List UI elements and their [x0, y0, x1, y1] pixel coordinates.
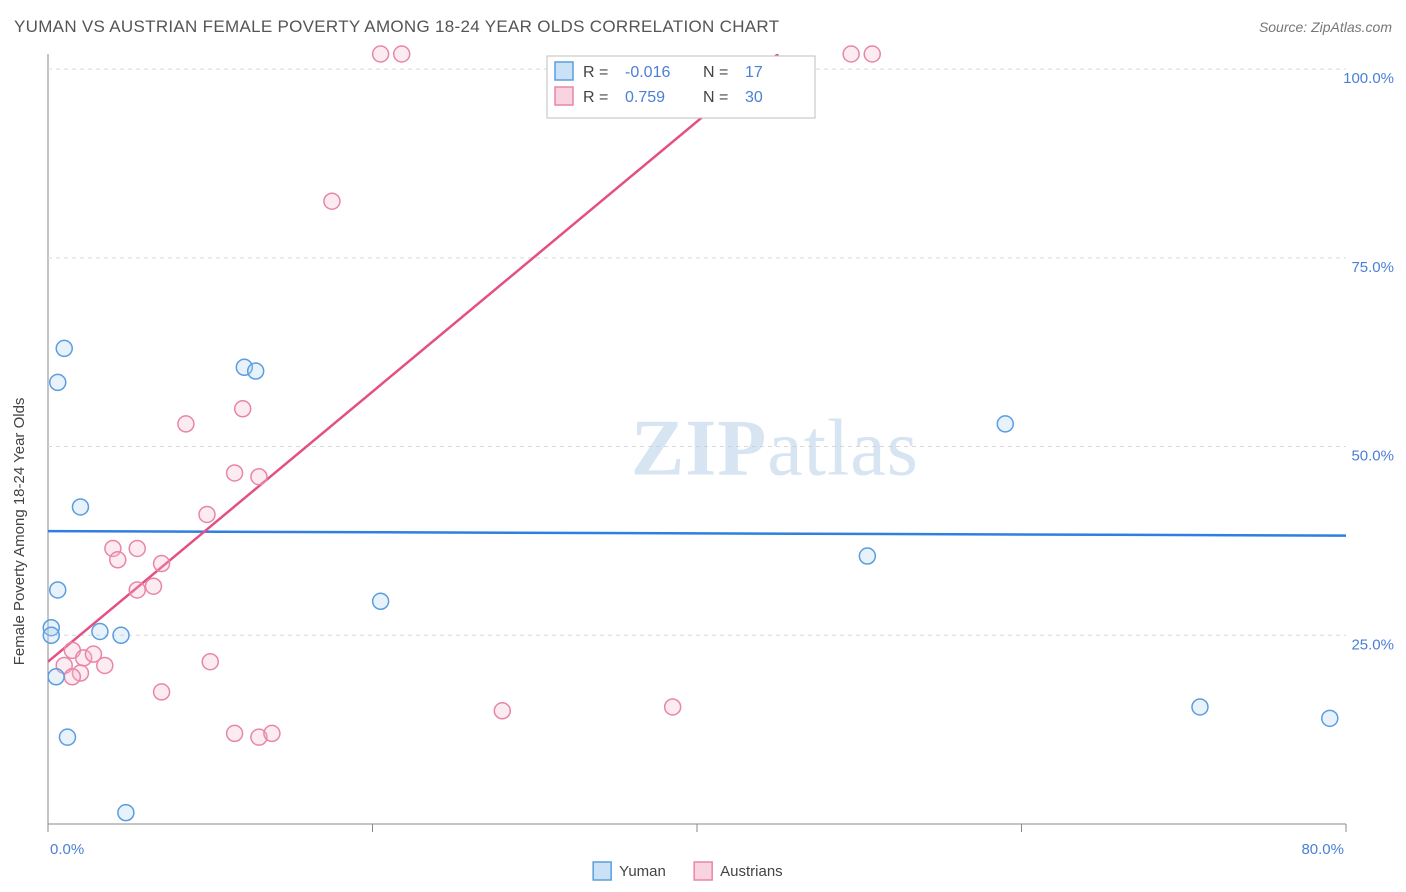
y-tick-label: 25.0%	[1351, 636, 1394, 653]
data-point	[118, 805, 134, 821]
data-point	[665, 699, 681, 715]
legend-swatch	[555, 87, 573, 105]
legend-swatch	[555, 62, 573, 80]
data-point	[324, 193, 340, 209]
legend-n-label: N =	[703, 89, 728, 106]
data-point	[373, 46, 389, 62]
data-point	[843, 46, 859, 62]
data-point	[113, 627, 129, 643]
data-point	[394, 46, 410, 62]
correlation-legend: R = -0.016 N = 17 R = 0.759 N = 30	[547, 56, 815, 118]
data-point	[154, 556, 170, 572]
legend-n-value: 17	[745, 64, 763, 81]
data-point	[227, 725, 243, 741]
data-point	[864, 46, 880, 62]
data-point	[92, 624, 108, 640]
y-tick-label: 100.0%	[1343, 70, 1394, 87]
legend-r-value: 0.759	[625, 89, 665, 106]
data-point	[264, 725, 280, 741]
chart-title: YUMAN VS AUSTRIAN FEMALE POVERTY AMONG 1…	[14, 17, 779, 37]
data-point	[1322, 710, 1338, 726]
chart-header: YUMAN VS AUSTRIAN FEMALE POVERTY AMONG 1…	[0, 0, 1406, 44]
trend-line	[48, 531, 1346, 536]
data-point	[50, 582, 66, 598]
data-point	[129, 582, 145, 598]
data-point	[48, 669, 64, 685]
legend-n-label: N =	[703, 64, 728, 81]
data-point	[64, 669, 80, 685]
data-point	[199, 506, 215, 522]
legend-swatch	[694, 862, 712, 880]
data-point	[1192, 699, 1208, 715]
data-point	[154, 684, 170, 700]
source-name: ZipAtlas.com	[1311, 19, 1392, 35]
data-point	[859, 548, 875, 564]
data-point	[248, 363, 264, 379]
data-point	[56, 340, 72, 356]
data-point	[129, 540, 145, 556]
data-point	[251, 469, 267, 485]
data-point	[110, 552, 126, 568]
data-point	[227, 465, 243, 481]
legend-r-value: -0.016	[625, 64, 670, 81]
y-tick-label: 75.0%	[1351, 259, 1394, 276]
legend-swatch	[593, 862, 611, 880]
legend-n-value: 30	[745, 89, 763, 106]
data-point	[50, 374, 66, 390]
series-legend: Yuman Austrians	[593, 862, 783, 880]
x-tick-label: 0.0%	[50, 841, 84, 858]
data-point	[235, 401, 251, 417]
source-prefix: Source:	[1259, 19, 1311, 35]
data-point	[494, 703, 510, 719]
legend-r-label: R =	[583, 64, 608, 81]
chart-area: 25.0% 50.0% 75.0% 100.0% 0.0% 80.0% ZIPatlas Fe…	[0, 44, 1406, 892]
legend-series-label: Yuman	[619, 863, 666, 880]
x-tick-label: 80.0%	[1301, 841, 1344, 858]
legend-r-label: R =	[583, 89, 608, 106]
chart-source: Source: ZipAtlas.com	[1259, 19, 1392, 35]
data-point	[373, 593, 389, 609]
data-point	[178, 416, 194, 432]
watermark: ZIPatlas	[631, 405, 919, 493]
y-axis-label: Female Poverty Among 18-24 Year Olds	[11, 398, 28, 666]
data-point	[72, 499, 88, 515]
legend-series-label: Austrians	[720, 863, 783, 880]
y-tick-label: 50.0%	[1351, 448, 1394, 465]
data-point	[97, 657, 113, 673]
data-point	[43, 627, 59, 643]
data-point	[202, 654, 218, 670]
data-point	[145, 578, 161, 594]
data-point	[59, 729, 75, 745]
scatter-chart: 25.0% 50.0% 75.0% 100.0% 0.0% 80.0% ZIPatlas Fe…	[0, 44, 1406, 892]
data-point	[997, 416, 1013, 432]
